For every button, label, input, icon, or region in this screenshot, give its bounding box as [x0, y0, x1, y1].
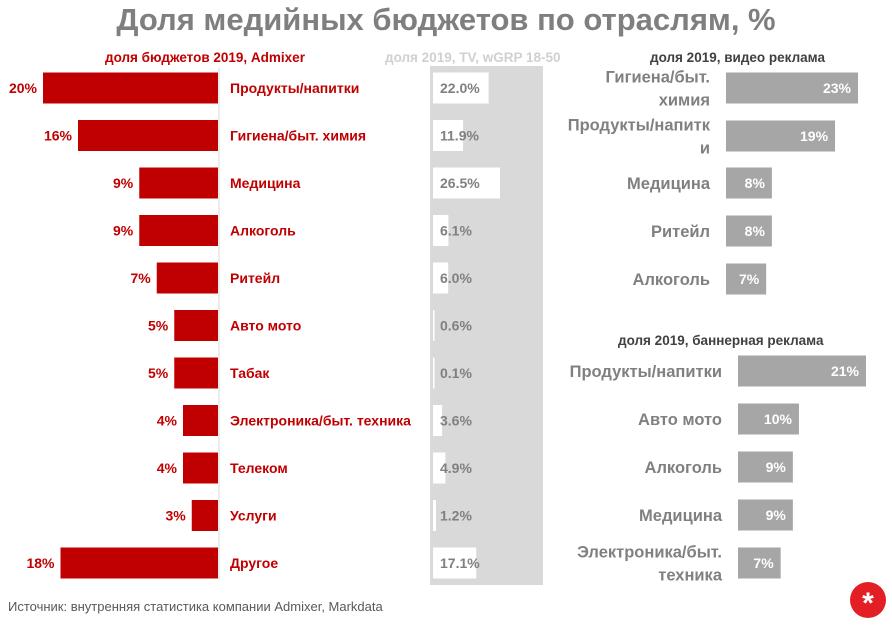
banner-category-label: Алкоголь: [645, 459, 722, 477]
video-value-label: 8%: [745, 175, 766, 191]
tv-bar: [433, 547, 477, 579]
admixer-value-label: 4%: [157, 413, 178, 429]
tv-value-label: 0.1%: [440, 365, 472, 381]
banner-value-label: 9%: [766, 459, 787, 475]
admixer-value-label: 16%: [44, 128, 73, 144]
banner-category-label: Электроника/быт.: [577, 544, 722, 562]
chart-title: Доля медийных бюджетов по отраслям, %: [116, 2, 776, 37]
admixer-bar: [43, 72, 218, 104]
banner-subtitle: доля 2019, баннерная реклама: [618, 333, 824, 348]
video-bar: [726, 120, 836, 152]
admixer-bar: [60, 547, 218, 579]
tv-bar: [433, 120, 464, 151]
admixer-bar: [191, 500, 218, 531]
admixer-category-label: Ритейл: [230, 270, 280, 286]
admixer-bar: [78, 120, 218, 151]
admixer-category-label: Медицина: [230, 175, 301, 191]
admixer-value-label: 4%: [157, 460, 178, 476]
admixer-value-label: 9%: [113, 175, 134, 191]
video-bar: [726, 167, 772, 199]
banner-value-label: 9%: [766, 507, 787, 523]
banner-bar: [738, 451, 793, 483]
tv-bar: [433, 500, 437, 531]
tv-value-label: 6.1%: [440, 223, 472, 239]
admixer-category-label: Продукты/напитки: [230, 80, 359, 96]
tv-bar: [433, 310, 435, 341]
video-category-label: Гигиена/быт.: [605, 69, 710, 87]
tv-bar: [433, 262, 449, 294]
admixer-category-label: Электроника/быт. техника: [230, 413, 411, 429]
source-note: Источник: внутренняя статистика компании…: [8, 599, 383, 614]
tv-value-label: 6.0%: [440, 270, 472, 286]
admixer-bar: [183, 452, 218, 484]
banner-bar: [738, 499, 793, 531]
tv-value-label: 11.9%: [440, 128, 479, 144]
admixer-value-label: 9%: [113, 223, 134, 239]
admixer-bar: [139, 167, 218, 199]
tv-bar: [433, 405, 443, 436]
tv-bar: [433, 452, 446, 484]
tv-value-label: 22.0%: [440, 80, 480, 96]
video-category-label: и: [700, 140, 710, 158]
tv-value-label: 4.9%: [440, 460, 472, 476]
admixer-category-label: Алкоголь: [230, 223, 296, 239]
admixer-bar: [174, 357, 218, 389]
admixer-bar: [174, 310, 218, 341]
video-bar: [726, 263, 767, 295]
video-category-label: химия: [659, 92, 710, 110]
admixer-category-label: Услуги: [230, 508, 277, 524]
video-category-label: Продукты/напитк: [568, 117, 711, 135]
banner-value-label: 10%: [764, 411, 793, 427]
video-bar: [726, 72, 858, 104]
banner-category-label: Медицина: [639, 507, 723, 525]
banner-bar: [738, 403, 799, 435]
admixer-value-label: 5%: [148, 318, 169, 334]
admixer-value-label: 18%: [26, 555, 55, 571]
video-value-label: 23%: [823, 80, 852, 96]
tv-value-label: 3.6%: [440, 413, 472, 429]
admixer-value-label: 3%: [166, 508, 187, 524]
admixer-category-label: Телеком: [230, 460, 288, 476]
admixer-bar: [139, 215, 218, 246]
tv-bar: [433, 72, 489, 104]
video-category-label: Алкоголь: [633, 271, 710, 289]
admixer-category-label: Гигиена/быт. химия: [230, 128, 366, 144]
video-category-label: Ритейл: [651, 223, 710, 241]
tv-panel-background: [430, 66, 543, 585]
admixer-category-label: Авто мото: [230, 318, 301, 334]
tv-bar: [433, 357, 435, 389]
video-bar: [726, 215, 772, 247]
tv-value-label: 1.2%: [440, 508, 472, 524]
tv-value-label: 26.5%: [440, 175, 480, 191]
admixer-category-label: Другое: [230, 555, 278, 571]
tv-value-label: 0.6%: [440, 318, 472, 334]
video-value-label: 7%: [739, 271, 760, 287]
banner-category-label: Авто мото: [638, 411, 722, 429]
video-value-label: 19%: [800, 128, 829, 144]
video-value-label: 8%: [745, 223, 766, 239]
banner-category-label: Продукты/напитки: [570, 363, 722, 381]
admixer-value-label: 7%: [131, 270, 152, 286]
video-category-label: Медицина: [627, 175, 711, 193]
video-subtitle: доля 2019, видео реклама: [650, 50, 825, 65]
admixer-logo: *: [850, 582, 886, 620]
admixer-bar: [156, 262, 218, 294]
banner-category-label: техника: [658, 567, 723, 585]
tv-bar: [433, 215, 449, 246]
banner-value-label: 7%: [753, 555, 774, 571]
admixer-subtitle: доля бюджетов 2019, Admixer: [105, 50, 305, 65]
admixer-bar: [183, 405, 218, 436]
tv-subtitle: доля 2019, TV, wGRP 18-50: [385, 50, 561, 65]
admixer-value-label: 20%: [9, 80, 38, 96]
tv-value-label: 17.1%: [440, 555, 480, 571]
admixer-category-label: Табак: [230, 365, 270, 381]
banner-bar: [738, 355, 866, 387]
banner-bar: [738, 547, 781, 579]
tv-bar: [433, 167, 500, 199]
admixer-value-label: 5%: [148, 365, 169, 381]
banner-value-label: 21%: [831, 363, 860, 379]
